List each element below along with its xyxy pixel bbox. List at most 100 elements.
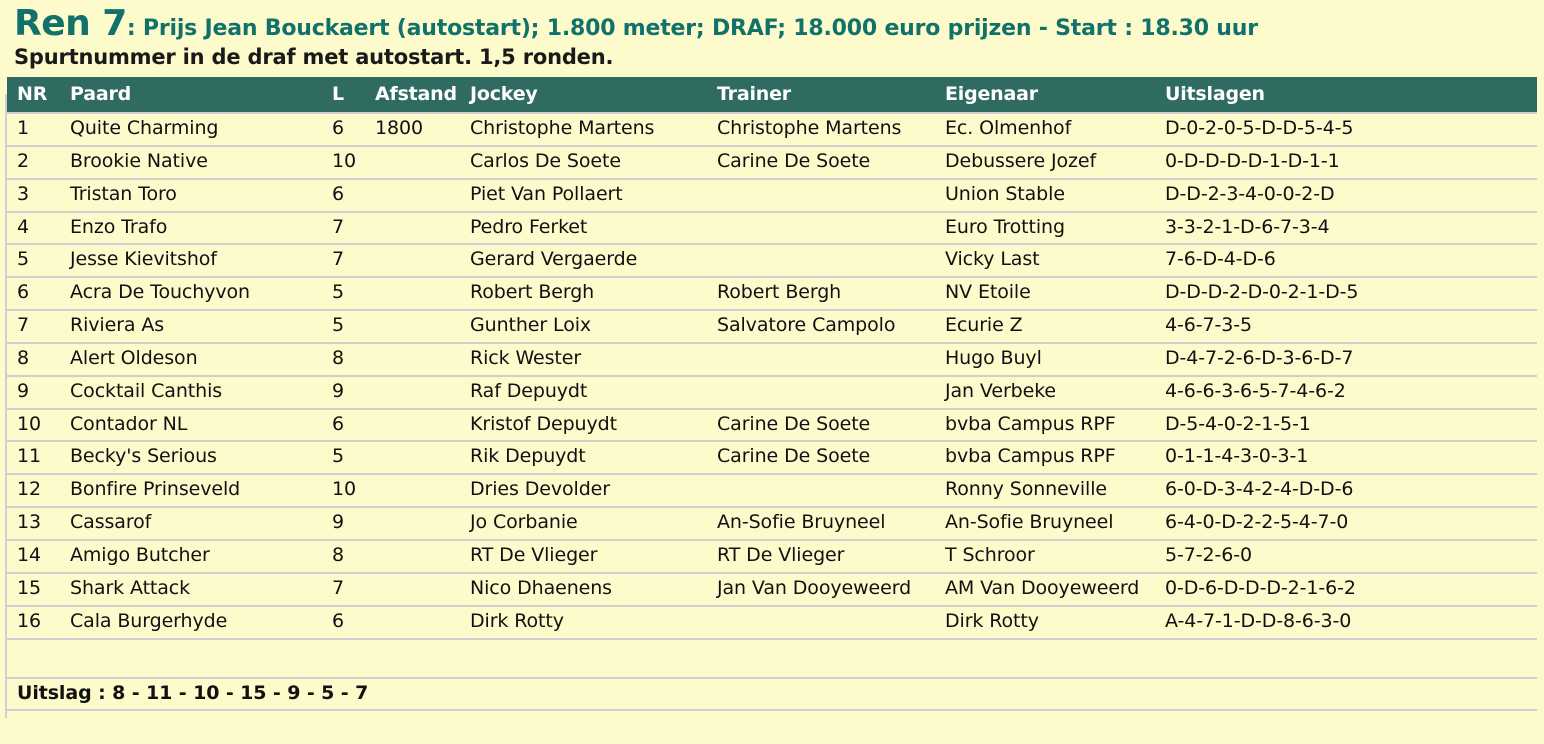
cell-uitslagen: A-4-7-1-D-D-8-6-3-0: [1165, 605, 1537, 640]
cell-afstand: [375, 342, 470, 377]
cell-paard: Riviera As: [60, 310, 332, 344]
column-header-eigenaar[interactable]: Eigenaar: [945, 77, 1165, 113]
table-row[interactable]: 12 Bonfire Prinseveld 10 Dries Devolder Ronn…: [7, 474, 1537, 509]
cell-nr: 5: [7, 244, 60, 279]
cell-afstand: [375, 441, 470, 476]
cell-paard: Cala Burgerhyde: [60, 605, 332, 640]
table-row[interactable]: 9 Cocktail Canthis 9 Raf Depuydt Jan Verbeke…: [7, 375, 1537, 410]
table-row[interactable]: 11 Becky's Serious 5 Rik Depuydt Carine De S…: [7, 441, 1537, 476]
cell-paard: Quite Charming: [60, 112, 332, 147]
table-spacer-row: [7, 638, 1537, 679]
cell-paard: Cassarof: [60, 507, 332, 541]
table-header-row: NR Paard L Afstand Jockey Trainer Eigena…: [7, 77, 1537, 113]
cell-nr: 13: [7, 507, 60, 541]
cell-afstand: [375, 178, 470, 213]
cell-eigenaar: An-Sofie Bruyneel: [945, 507, 1165, 541]
cell-uitslagen: D-5-4-0-2-1-5-1: [1165, 408, 1537, 443]
table-body: 1 Quite Charming 6 1800 Christophe Martens Ch…: [7, 112, 1537, 679]
cell-afstand: [375, 605, 470, 640]
cell-trainer: Robert Bergh: [717, 277, 945, 312]
cell-eigenaar: Ec. Olmenhof: [945, 112, 1165, 147]
table-spacer-cell: [7, 638, 1537, 679]
race-entries-table: NR Paard L Afstand Jockey Trainer Eigena…: [7, 77, 1537, 679]
cell-jockey: RT De Vlieger: [470, 539, 717, 574]
cell-eigenaar: Hugo Buyl: [945, 342, 1165, 377]
table-row[interactable]: 4 Enzo Trafo 7 Pedro Ferket Euro Trotting 3-3…: [7, 211, 1537, 246]
cell-eigenaar: T Schroor: [945, 539, 1165, 574]
cell-paard: Cocktail Canthis: [60, 375, 332, 410]
table-row[interactable]: 16 Cala Burgerhyde 6 Dirk Rotty Dirk Rotty A-…: [7, 605, 1537, 640]
cell-trainer: Carine De Soete: [717, 145, 945, 180]
cell-afstand: [375, 145, 470, 180]
cell-nr: 2: [7, 145, 60, 180]
table-row[interactable]: 13 Cassarof 9 Jo Corbanie An-Sofie Bruyneel A…: [7, 507, 1537, 541]
cell-l: 8: [332, 539, 375, 574]
table-row[interactable]: 14 Amigo Butcher 8 RT De Vlieger RT De Vlieg…: [7, 539, 1537, 574]
cell-nr: 15: [7, 572, 60, 607]
cell-trainer: [717, 244, 945, 279]
table-row[interactable]: 8 Alert Oldeson 8 Rick Wester Hugo Buyl D-4-7…: [7, 342, 1537, 377]
cell-trainer: Carine De Soete: [717, 408, 945, 443]
cell-uitslagen: 5-7-2-6-0: [1165, 539, 1537, 574]
cell-l: 9: [332, 375, 375, 410]
cell-jockey: Gunther Loix: [470, 310, 717, 344]
column-header-trainer[interactable]: Trainer: [717, 77, 945, 113]
cell-paard: Acra De Touchyvon: [60, 277, 332, 312]
cell-nr: 9: [7, 375, 60, 410]
table-row[interactable]: 5 Jesse Kievitshof 7 Gerard Vergaerde Vicky …: [7, 244, 1537, 279]
cell-jockey: Rik Depuydt: [470, 441, 717, 476]
table-row[interactable]: 6 Acra De Touchyvon 5 Robert Bergh Robert Be…: [7, 277, 1537, 312]
cell-afstand: [375, 408, 470, 443]
column-header-paard[interactable]: Paard: [60, 77, 332, 113]
column-header-uitslagen[interactable]: Uitslagen: [1165, 77, 1537, 113]
cell-l: 5: [332, 441, 375, 476]
cell-trainer: [717, 605, 945, 640]
table-row[interactable]: 10 Contador NL 6 Kristof Depuydt Carine De S…: [7, 408, 1537, 443]
cell-uitslagen: 0-D-6-D-D-D-2-1-6-2: [1165, 572, 1537, 607]
cell-uitslagen: 6-0-D-3-4-2-4-D-D-6: [1165, 474, 1537, 509]
cell-trainer: [717, 211, 945, 246]
cell-eigenaar: AM Van Dooyeweerd: [945, 572, 1165, 607]
cell-uitslagen: 0-D-D-D-D-1-D-1-1: [1165, 145, 1537, 180]
cell-trainer: An-Sofie Bruyneel: [717, 507, 945, 541]
cell-jockey: Kristof Depuydt: [470, 408, 717, 443]
column-header-jockey[interactable]: Jockey: [470, 77, 717, 113]
table-row[interactable]: 2 Brookie Native 10 Carlos De Soete Carine D…: [7, 145, 1537, 180]
cell-jockey: Jo Corbanie: [470, 507, 717, 541]
cell-afstand: [375, 375, 470, 410]
table-row[interactable]: 1 Quite Charming 6 1800 Christophe Martens Ch…: [7, 112, 1537, 147]
table-row[interactable]: 15 Shark Attack 7 Nico Dhaenens Jan Van Dooy…: [7, 572, 1537, 607]
cell-afstand: 1800: [375, 112, 470, 147]
cell-eigenaar: Ronny Sonneville: [945, 474, 1165, 509]
cell-jockey: Rick Wester: [470, 342, 717, 377]
cell-l: 9: [332, 507, 375, 541]
cell-uitslagen: 4-6-6-3-6-5-7-4-6-2: [1165, 375, 1537, 410]
cell-uitslagen: 6-4-0-D-2-2-5-4-7-0: [1165, 507, 1537, 541]
cell-uitslagen: 7-6-D-4-D-6: [1165, 244, 1537, 279]
cell-jockey: Robert Bergh: [470, 277, 717, 312]
column-header-l[interactable]: L: [332, 77, 375, 113]
cell-l: 6: [332, 605, 375, 640]
cell-trainer: Carine De Soete: [717, 441, 945, 476]
cell-trainer: [717, 474, 945, 509]
cell-jockey: Gerard Vergaerde: [470, 244, 717, 279]
table-row[interactable]: 3 Tristan Toro 6 Piet Van Pollaert Union Sta…: [7, 178, 1537, 213]
cell-eigenaar: bvba Campus RPF: [945, 441, 1165, 476]
column-header-afstand[interactable]: Afstand: [375, 77, 470, 113]
cell-trainer: Salvatore Campolo: [717, 310, 945, 344]
table-left-border: [5, 94, 7, 718]
cell-nr: 4: [7, 211, 60, 246]
cell-eigenaar: Jan Verbeke: [945, 375, 1165, 410]
race-subtitle: Spurtnummer in de draf met autostart. 1,…: [14, 45, 614, 69]
cell-jockey: Pedro Ferket: [470, 211, 717, 246]
column-header-nr[interactable]: NR: [7, 77, 60, 113]
cell-afstand: [375, 539, 470, 574]
cell-paard: Amigo Butcher: [60, 539, 332, 574]
cell-uitslagen: 0-1-1-4-3-0-3-1: [1165, 441, 1537, 476]
table-row[interactable]: 7 Riviera As 5 Gunther Loix Salvatore Campol…: [7, 310, 1537, 344]
cell-uitslagen: 4-6-7-3-5: [1165, 310, 1537, 344]
cell-jockey: Nico Dhaenens: [470, 572, 717, 607]
cell-trainer: [717, 375, 945, 410]
cell-l: 6: [332, 112, 375, 147]
cell-trainer: [717, 342, 945, 377]
